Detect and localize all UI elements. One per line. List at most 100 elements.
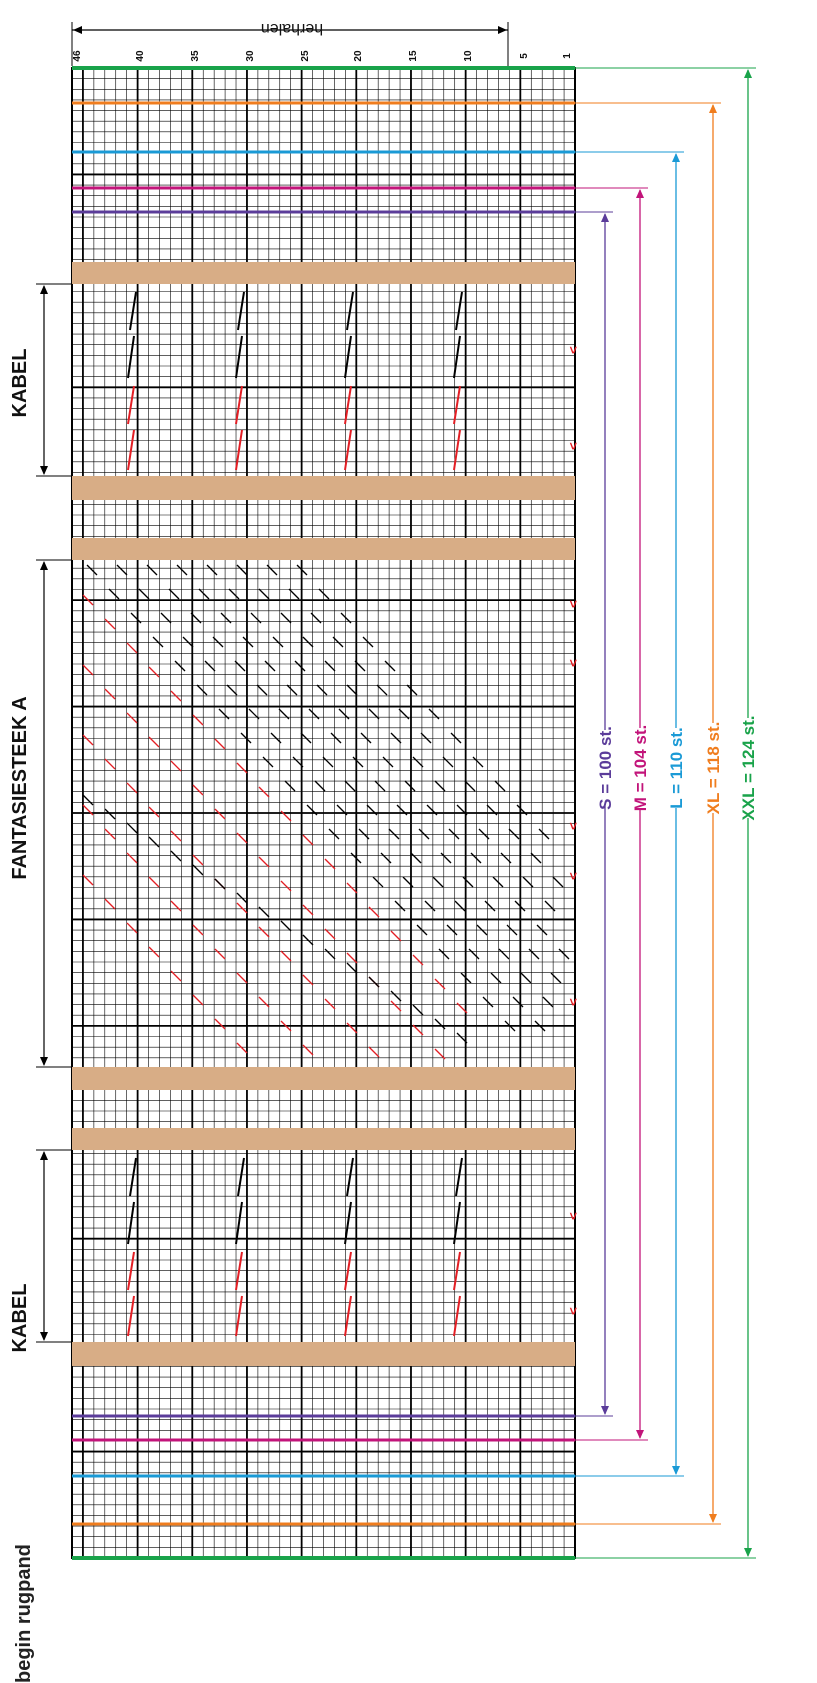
cross-stitch: [494, 780, 506, 792]
cross-stitch: [258, 996, 270, 1008]
cross-stitch: [330, 732, 342, 744]
cross-stitch: [192, 864, 204, 876]
cross-stitch: [530, 852, 542, 864]
cross-stitch: [228, 588, 240, 600]
cross-stitch: [146, 564, 158, 576]
cable-stroke: [235, 429, 243, 471]
cross-stitch: [266, 564, 278, 576]
cable-stroke: [235, 335, 243, 379]
cross-stitch: [138, 588, 150, 600]
cross-stitch: [302, 1044, 314, 1056]
cross-stitch: [126, 782, 138, 794]
cross-stitch: [482, 996, 494, 1008]
cross-stitch: [498, 948, 510, 960]
cross-stitch: [176, 564, 188, 576]
cross-stitch: [192, 784, 204, 796]
cross-stitch: [256, 684, 268, 696]
cross-stitch: [204, 660, 216, 672]
cross-stitch: [302, 834, 314, 846]
size-label-bg: [667, 728, 685, 808]
cable-stroke: [127, 1295, 135, 1337]
cross-stitch: [394, 900, 406, 912]
cross-stitch: [468, 948, 480, 960]
size-label-bg: [596, 730, 614, 806]
cross-stitch: [332, 636, 344, 648]
cross-stitch: [450, 732, 462, 744]
cross-stitch: [388, 828, 400, 840]
row-number: 5: [519, 53, 530, 59]
purl-band: [72, 1128, 575, 1150]
cross-stitch: [104, 618, 116, 630]
cross-stitch: [470, 852, 482, 864]
row-number: 15: [408, 50, 419, 62]
size-arrowhead: [601, 213, 609, 222]
cross-stitch: [434, 978, 446, 990]
cross-stitch: [318, 588, 330, 600]
row-number: 35: [190, 50, 201, 62]
cross-stitch: [280, 810, 292, 822]
cross-stitch: [300, 732, 312, 744]
cross-stitch: [82, 594, 94, 606]
cross-stitch: [552, 876, 564, 888]
cross-stitch: [258, 906, 270, 918]
cross-stitch: [104, 688, 116, 700]
cross-stitch: [296, 564, 308, 576]
purl-band: [72, 476, 575, 500]
cross-stitch: [390, 990, 402, 1002]
cross-stitch: [170, 760, 182, 772]
cross-stitch: [170, 970, 182, 982]
cross-stitch: [192, 994, 204, 1006]
cable-stroke: [453, 385, 461, 425]
cross-stitch: [82, 804, 94, 816]
size-label-bg: [739, 718, 757, 818]
cross-stitch: [360, 732, 372, 744]
cross-stitch: [104, 808, 116, 820]
cross-stitch: [126, 822, 138, 834]
cross-stitch: [280, 880, 292, 892]
cross-stitch: [402, 876, 414, 888]
cross-stitch: [280, 612, 292, 624]
cross-stitch: [456, 1032, 468, 1044]
cross-stitch: [428, 708, 440, 720]
cross-stitch: [416, 924, 428, 936]
cross-stitch: [174, 660, 186, 672]
size-arrowhead: [744, 69, 752, 78]
cross-stitch: [130, 612, 142, 624]
cross-stitch: [322, 756, 334, 768]
cross-stitch: [426, 804, 438, 816]
cross-stitch: [528, 948, 540, 960]
cross-stitch: [310, 612, 322, 624]
cross-stitch: [236, 972, 248, 984]
cross-stitch: [390, 732, 402, 744]
cross-stitch: [522, 876, 534, 888]
cross-stitch: [460, 972, 472, 984]
right-marker: >: [566, 659, 581, 667]
cable-stroke: [235, 1295, 243, 1337]
cross-stitch: [148, 666, 160, 678]
cable-stroke: [237, 1157, 245, 1197]
cross-stitch: [346, 1022, 358, 1034]
cross-stitch: [514, 900, 526, 912]
section-label-kabel-bottom: KABEL: [9, 1284, 31, 1353]
row-number: 10: [463, 50, 474, 62]
cross-stitch: [550, 972, 562, 984]
cross-stitch: [302, 636, 314, 648]
section-label-fantasie: FANTASIESTEEK A: [9, 696, 31, 879]
row-numbers: 46 40 35 30 25 20 15 10 5 1: [72, 50, 573, 62]
cable-stroke: [127, 335, 135, 379]
cross-stitch: [126, 712, 138, 724]
cross-stitch: [390, 930, 402, 942]
cable-stroke: [453, 1295, 461, 1337]
cross-stitch: [404, 780, 416, 792]
cross-stitch: [410, 852, 422, 864]
cross-stitch: [198, 588, 210, 600]
cross-stitch: [454, 900, 466, 912]
right-marker: >: [566, 872, 581, 880]
cross-stitch: [442, 756, 454, 768]
cross-stitch: [336, 804, 348, 816]
cross-stitch: [264, 660, 276, 672]
bracket-fantasie-head: [40, 561, 48, 570]
cross-stitch: [214, 1018, 226, 1030]
cross-stitch: [438, 948, 450, 960]
cross-stitch: [104, 898, 116, 910]
